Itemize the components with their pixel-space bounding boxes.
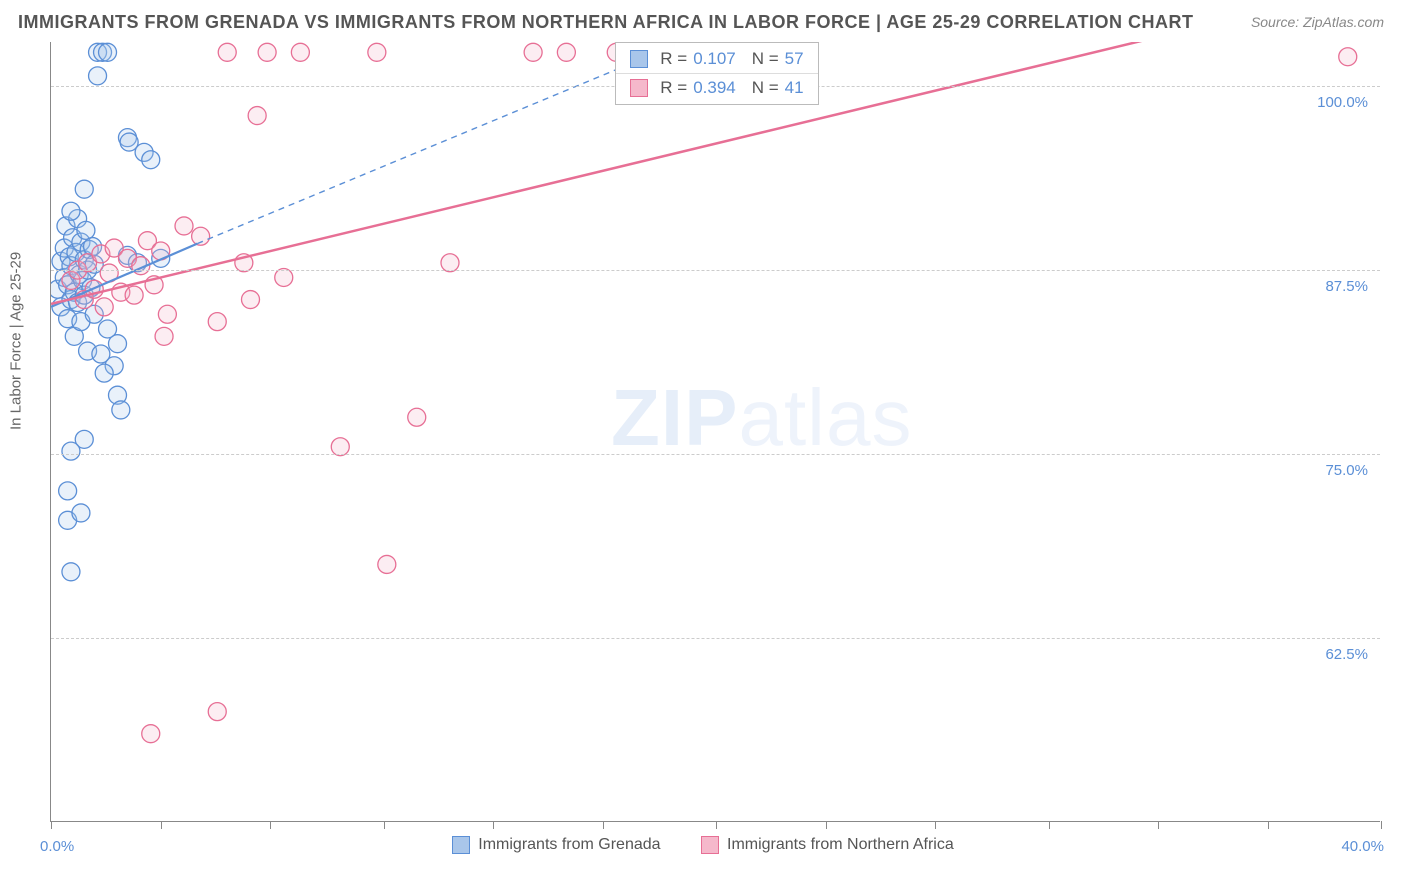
stats-n-label: N = bbox=[752, 49, 779, 69]
legend-label: Immigrants from Northern Africa bbox=[727, 836, 954, 854]
stats-r-value: 0.107 bbox=[693, 49, 736, 69]
legend-swatch-icon bbox=[701, 836, 719, 854]
watermark: ZIPatlas bbox=[611, 372, 912, 464]
stats-n-value: 57 bbox=[785, 49, 804, 69]
legend-swatch-icon bbox=[452, 836, 470, 854]
plot-area: ZIPatlas bbox=[50, 42, 1380, 822]
stats-r-value: 0.394 bbox=[693, 78, 736, 98]
legend-item-grenada: Immigrants from Grenada bbox=[452, 836, 660, 854]
chart-svg bbox=[51, 42, 1381, 822]
stats-n-value: 41 bbox=[785, 78, 804, 98]
stats-box: R = 0.107 N = 57 R = 0.394 N = 41 bbox=[615, 42, 818, 105]
bottom-legend: Immigrants from Grenada Immigrants from … bbox=[0, 836, 1406, 859]
y-tick-label: 75.0% bbox=[1325, 462, 1368, 479]
legend-item-nafrica: Immigrants from Northern Africa bbox=[701, 836, 954, 854]
stats-r-label: R = bbox=[660, 78, 687, 98]
y-axis-label: In Labor Force | Age 25-29 bbox=[8, 252, 25, 430]
chart-title: IMMIGRANTS FROM GRENADA VS IMMIGRANTS FR… bbox=[18, 12, 1194, 33]
y-tick-label: 87.5% bbox=[1325, 278, 1368, 295]
stats-r-label: R = bbox=[660, 49, 687, 69]
stats-row-nafrica: R = 0.394 N = 41 bbox=[616, 73, 817, 102]
stats-row-grenada: R = 0.107 N = 57 bbox=[616, 45, 817, 73]
stats-swatch-icon bbox=[630, 79, 648, 97]
stats-swatch-icon bbox=[630, 50, 648, 68]
legend-label: Immigrants from Grenada bbox=[478, 836, 660, 854]
y-tick-label: 100.0% bbox=[1317, 94, 1368, 111]
stats-n-label: N = bbox=[752, 78, 779, 98]
source-label: Source: ZipAtlas.com bbox=[1251, 14, 1384, 30]
y-tick-label: 62.5% bbox=[1325, 646, 1368, 663]
